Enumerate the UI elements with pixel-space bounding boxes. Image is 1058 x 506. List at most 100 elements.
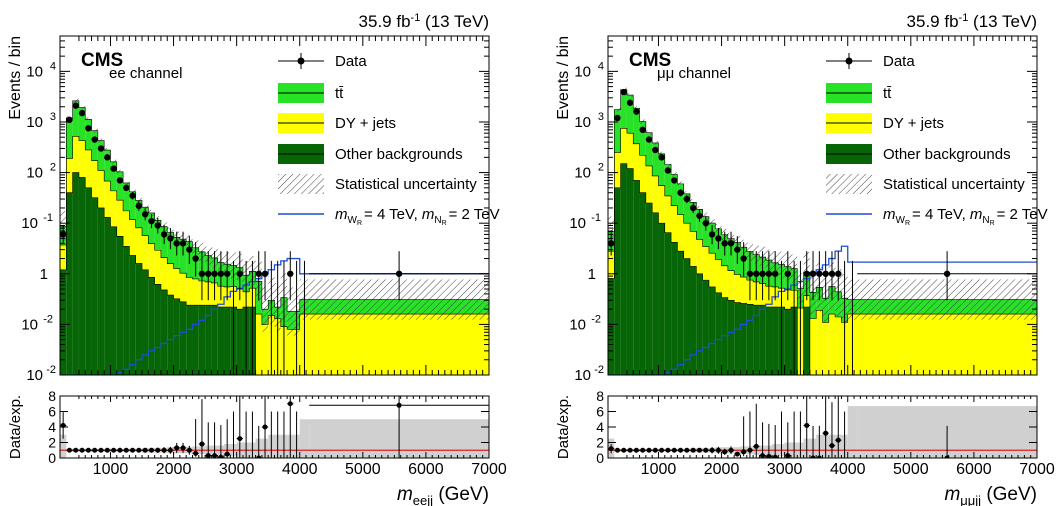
y-tick-exponent: 3 [50, 111, 56, 123]
data-point [395, 270, 403, 277]
dy-bar [734, 274, 741, 303]
data-point [828, 270, 836, 277]
ttbar-bar [658, 153, 665, 186]
data-point [771, 270, 779, 277]
other-bar [639, 192, 646, 375]
x-tick-label: 6000 [408, 461, 444, 478]
ttbar-bar [154, 220, 161, 251]
ratio-y-tick-label: 8 [48, 388, 56, 404]
data-point [835, 270, 842, 277]
ratio-uncertainty-band [299, 419, 310, 458]
other-bar [148, 277, 155, 375]
ratio-y-tick-label: 4 [596, 419, 604, 435]
data-point [123, 184, 130, 192]
ttbar-bar [702, 216, 709, 247]
legend-label: tt̄ [883, 85, 892, 102]
ratio-point [186, 447, 192, 453]
dy-bar [154, 250, 161, 285]
legend-label: Statistical uncertainty [883, 176, 1025, 193]
data-point [223, 270, 231, 277]
dy-bar [97, 170, 105, 208]
ratio-point [614, 447, 620, 453]
ttbar-bar [626, 95, 634, 134]
data-point [198, 270, 206, 277]
data-point [167, 235, 174, 242]
other-bar [696, 273, 703, 375]
y-tick-label: 1 [588, 266, 596, 283]
data-point [696, 212, 703, 219]
data-point [217, 270, 225, 277]
other-bar [72, 172, 79, 375]
other-bar [135, 263, 143, 375]
dy-bar [696, 239, 703, 274]
other-bar [683, 258, 691, 375]
dy-bar [671, 205, 678, 243]
y-tick-exponent: -1 [591, 212, 601, 224]
data-point [784, 270, 792, 277]
ttbar-bar [179, 239, 187, 274]
ratio-point [678, 447, 684, 453]
y-tick-exponent: 2 [50, 162, 56, 174]
ttbar-bar [97, 140, 105, 171]
ratio-point [766, 453, 772, 458]
data-point [614, 114, 621, 122]
ttbar-bar [683, 193, 691, 224]
data-point [677, 189, 684, 196]
other-bar [186, 305, 193, 375]
other-bar [708, 286, 716, 375]
ttbar-bar [123, 182, 130, 211]
x-axis-label: meejj (GeV) [397, 484, 489, 506]
dy-bar [822, 322, 829, 375]
data-point [683, 195, 691, 203]
ratio-y-tick-label: 8 [596, 388, 604, 404]
ratio-y-tick-label: 0 [596, 450, 604, 466]
dy-bar [702, 246, 709, 281]
channel-label: ee channel [109, 65, 182, 82]
x-tick-label: 7000 [1019, 461, 1055, 478]
other-bar [664, 232, 672, 375]
ratio-point [608, 446, 614, 452]
dy-bar [192, 278, 199, 306]
dy-bar [727, 270, 735, 301]
data-point [809, 270, 817, 277]
ratio-point [621, 447, 627, 453]
legend-label: tt̄ [335, 85, 344, 102]
dy-bar [633, 143, 640, 181]
legend-label: DY + jets [335, 115, 396, 132]
y-tick-exponent: -2 [43, 313, 53, 325]
x-tick-label: 3000 [219, 461, 255, 478]
other-bar [740, 303, 747, 375]
ratio-point [117, 447, 123, 453]
legend-signal-label: mWR= 4 TeV, mNR= 2 TeV [335, 206, 500, 227]
y-tick-label: 10 [574, 63, 591, 80]
dy-bar [608, 251, 615, 279]
data-point [715, 235, 722, 242]
dy-bar [626, 133, 634, 169]
data-point [78, 109, 86, 117]
channel-label: μμ channel [657, 65, 731, 82]
dy-bar [142, 235, 149, 270]
other-bar [198, 305, 206, 375]
ratio-point [646, 447, 652, 453]
y-axis-label: Events / bin [7, 36, 24, 120]
other-bar [154, 284, 161, 375]
other-bar [690, 266, 697, 375]
y-tick-exponent: -2 [591, 313, 601, 325]
data-point [633, 108, 640, 115]
ratio-point [659, 447, 665, 453]
ratio-uncertainty-band [847, 406, 858, 458]
ratio-point [174, 445, 180, 451]
dy-bar [835, 317, 842, 375]
ratio-point [772, 454, 778, 458]
x-tick-label: 2000 [156, 461, 192, 478]
y-tick-label: 10 [569, 316, 586, 333]
ratio-point [262, 424, 268, 430]
ratio-point [205, 453, 211, 458]
data-point [129, 192, 136, 199]
dy-bar [690, 231, 697, 267]
y-tick-label: 10 [26, 367, 43, 384]
ratio-point [823, 430, 829, 436]
legend-label: Data [335, 53, 367, 70]
ratio-point [804, 422, 810, 428]
other-bar [620, 163, 627, 375]
